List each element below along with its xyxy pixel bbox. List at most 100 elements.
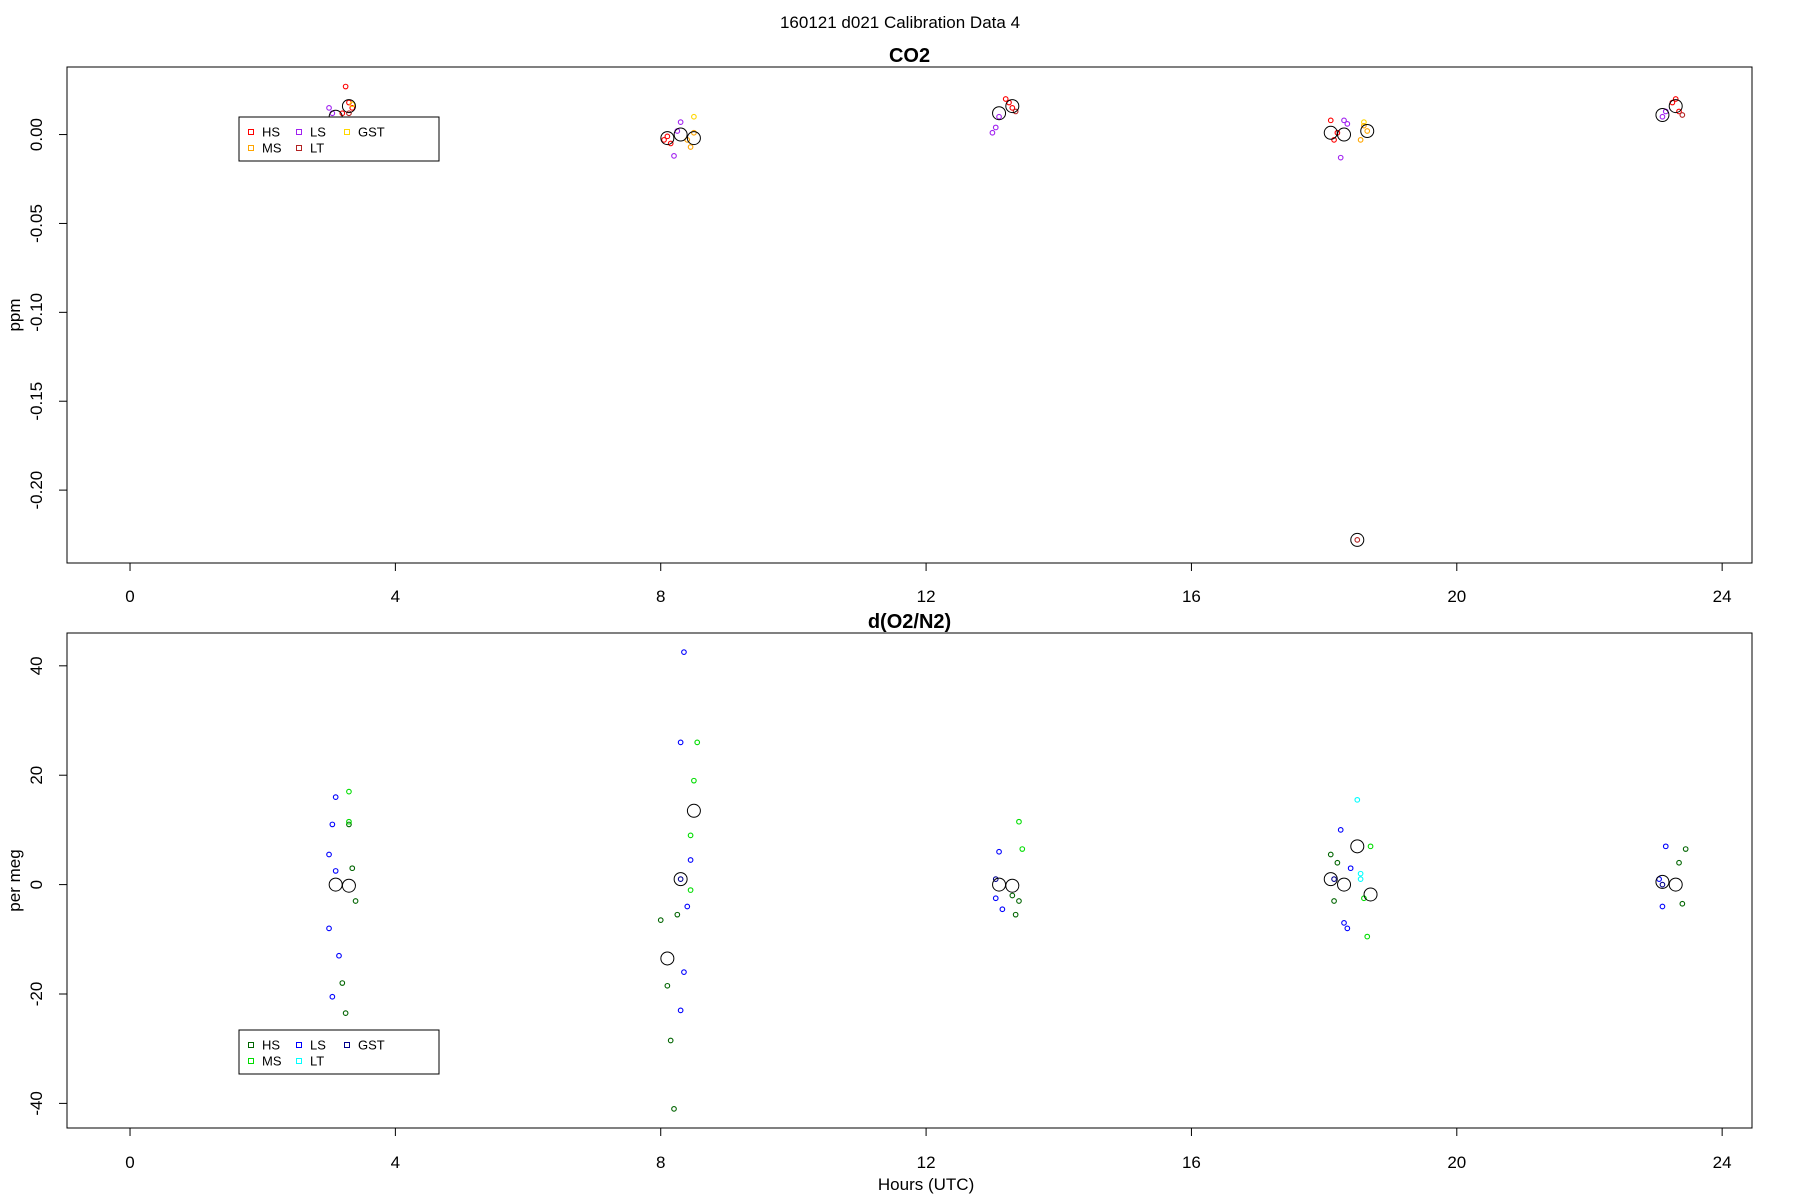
y-tick-label: -0.05: [27, 204, 46, 243]
data-point-hs: [342, 83, 349, 90]
data-point-ms: [687, 887, 694, 893]
legend-swatch: [248, 145, 254, 151]
data-point-ms: [1361, 122, 1367, 129]
data-point-ms: [687, 144, 694, 150]
x-tick-label: 16: [1182, 587, 1201, 606]
data-point-ls: [326, 851, 332, 858]
data-point-ls: [1337, 827, 1344, 833]
data-point-hs: [349, 865, 356, 872]
data-point-ms: [694, 739, 701, 746]
legend-swatch: [296, 145, 302, 151]
data-point-hs: [1327, 851, 1334, 858]
mean-marker: [660, 951, 675, 966]
legend-label: LT: [310, 1054, 324, 1069]
legend-swatch: [296, 1058, 302, 1064]
data-point-hs: [349, 105, 356, 111]
legend-label: GST: [358, 125, 385, 140]
data-point-lt: [1357, 876, 1364, 882]
mean-marker: [1360, 124, 1375, 138]
data-point-hs: [339, 980, 346, 986]
data-point-ms: [1016, 818, 1022, 825]
data-point-hs: [1002, 96, 1009, 102]
data-point-lt: [1679, 112, 1686, 118]
data-point-gst: [992, 876, 999, 882]
mean-marker: [1350, 532, 1365, 547]
data-point-gst: [1659, 881, 1666, 888]
data-point-ls: [677, 119, 684, 125]
data-point-ls: [329, 821, 336, 828]
data-point-ls: [681, 649, 687, 655]
figure-title: 160121 d021 Calibration Data 4: [780, 13, 1020, 32]
data-point-hs: [1016, 898, 1022, 904]
legend-swatch: [344, 129, 350, 135]
mean-marker: [686, 131, 701, 146]
data-point-hs: [352, 898, 359, 904]
y-axis-label: ppm: [5, 298, 24, 331]
data-point-hs: [1009, 105, 1016, 111]
data-point-ms: [691, 129, 697, 136]
data-point-hs: [1012, 911, 1019, 918]
data-point-ls: [332, 868, 339, 874]
x-tick-label: 8: [656, 587, 665, 606]
data-point-hs: [1331, 898, 1337, 904]
legend-box: [238, 1029, 440, 1075]
data-point-hs: [1676, 108, 1682, 115]
mean-marker: [1337, 127, 1352, 142]
mean-marker: [992, 877, 1007, 892]
data-point-gst: [691, 113, 697, 120]
data-point-ms: [691, 777, 697, 784]
mean-marker: [328, 877, 343, 892]
legend-label: LS: [310, 125, 326, 140]
data-point-hs: [667, 140, 674, 147]
data-point-ms: [346, 818, 352, 825]
data-point-ls: [996, 113, 1002, 120]
y-tick-label: -40: [27, 1091, 46, 1116]
data-point-hs: [661, 137, 667, 143]
data-point-ls: [1662, 843, 1669, 850]
x-tick-label: 16: [1182, 1153, 1201, 1172]
x-tick-label: 24: [1713, 1153, 1732, 1172]
data-point-ls: [684, 903, 691, 910]
data-point-ms: [687, 832, 694, 839]
data-point-lt: [1357, 870, 1364, 877]
legend-swatch: [296, 129, 302, 135]
y-tick-label: 0: [27, 880, 46, 889]
data-point-ms: [1019, 846, 1026, 852]
data-point-ls: [1341, 117, 1347, 124]
legend-swatch: [248, 1042, 254, 1048]
data-point-hs: [667, 1037, 674, 1044]
mean-marker: [341, 878, 356, 893]
x-tick-label: 4: [391, 587, 400, 606]
x-tick-label: 8: [656, 1153, 665, 1172]
data-point-hs: [1679, 900, 1686, 907]
data-point-ls: [989, 129, 996, 136]
data-point-hs: [1334, 859, 1341, 866]
mean-marker: [686, 803, 701, 818]
data-point-ls: [1337, 154, 1344, 161]
data-point-gst: [1361, 119, 1367, 125]
mean-marker: [660, 131, 675, 146]
panel-title: CO2: [889, 45, 930, 67]
mean-marker: [673, 127, 688, 142]
data-point-ms: [346, 788, 352, 795]
y-tick-label: -20: [27, 982, 46, 1007]
data-point-ls: [1341, 920, 1347, 926]
y-axis-label: per meg: [5, 849, 24, 911]
data-point-hs: [346, 821, 352, 828]
data-point-lt: [1354, 537, 1361, 543]
data-point-ls: [336, 952, 342, 959]
legend-swatch: [248, 129, 254, 135]
data-point-ls: [992, 895, 999, 902]
data-point-ls: [671, 153, 677, 159]
legend-swatch: [296, 1042, 302, 1048]
x-tick-label: 0: [125, 1153, 134, 1172]
data-point-ms: [1357, 137, 1364, 143]
data-point-hs: [342, 1010, 349, 1016]
data-point-ls: [999, 906, 1006, 913]
co2-panel: CO2 0 4 8 12 16 20 24 0.00 -0.05 -0.10 -0.15 -0.20 pp…: [5, 45, 1753, 606]
data-point-ls: [992, 124, 999, 131]
x-tick-label: 20: [1447, 587, 1466, 606]
o2n2-panel: d(O2/N2) 0 4 8 12 16 20 24 40 20 0 -20 -40 per meg Hou…: [5, 611, 1753, 1194]
data-point-hs: [1331, 137, 1337, 143]
